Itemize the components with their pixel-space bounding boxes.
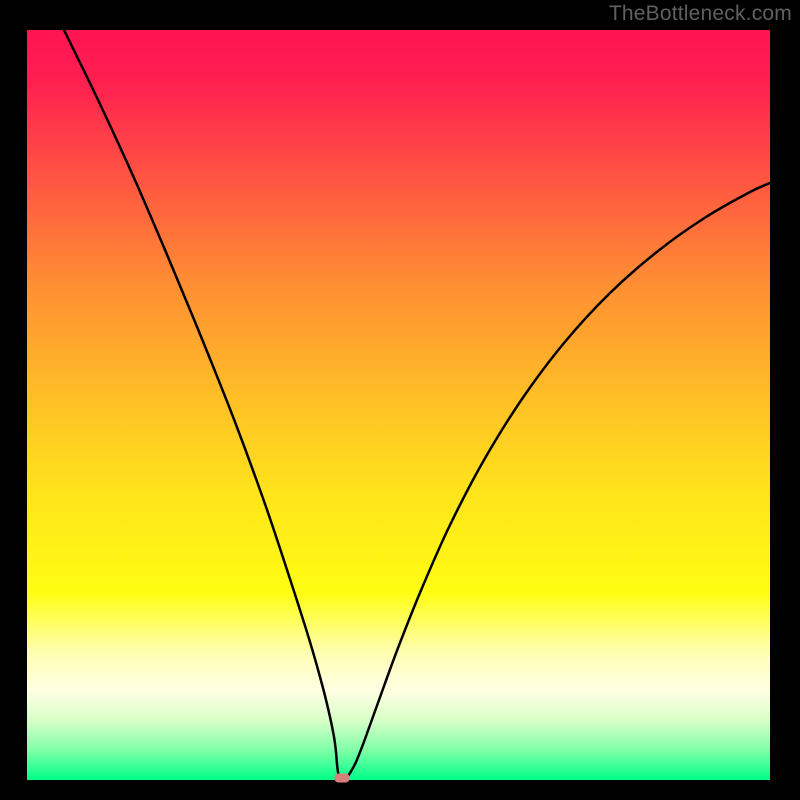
plot-background — [27, 30, 770, 780]
optimum-marker — [335, 774, 350, 783]
watermark-text: TheBottleneck.com — [609, 2, 792, 26]
bottleneck-chart-svg — [0, 0, 800, 800]
chart-container: TheBottleneck.com — [0, 0, 800, 800]
